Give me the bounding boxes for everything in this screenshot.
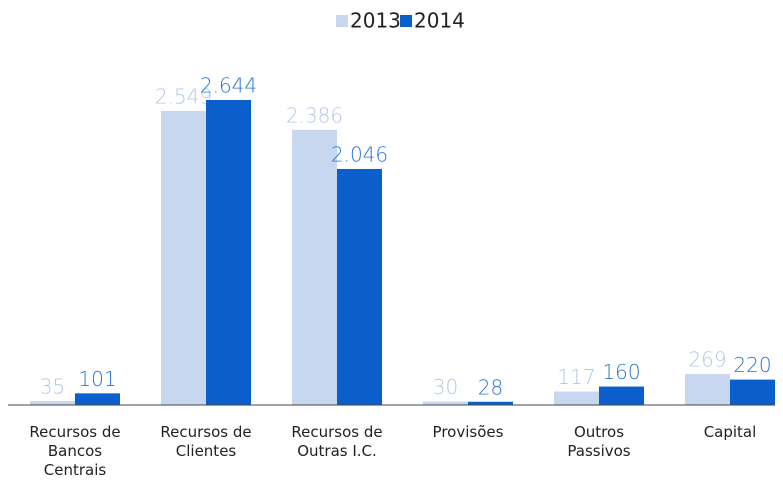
bar (161, 110, 206, 405)
legend-label: 2013 (350, 9, 401, 33)
bar (206, 100, 251, 405)
bar (468, 401, 513, 405)
value-label: 2.549 (155, 84, 212, 108)
value-label: 269 (688, 347, 726, 371)
value-label: 2.046 (331, 142, 388, 166)
bar (730, 379, 775, 405)
bar (423, 401, 468, 405)
bar (337, 168, 382, 405)
bar (30, 400, 75, 405)
x-tick-label: Recursos de Clientes (160, 423, 251, 460)
value-label: 28 (478, 375, 503, 399)
value-label: 35 (40, 374, 65, 398)
value-label: 101 (78, 367, 116, 391)
x-tick-label: Capital (704, 423, 757, 441)
bar (75, 393, 120, 405)
value-label: 2.644 (200, 74, 257, 98)
legend-swatch (336, 15, 348, 27)
bar (685, 373, 730, 405)
x-tick-label: Outros Passivos (567, 423, 630, 460)
bar (554, 391, 599, 405)
x-tick-label: Recursos de Outras I.C. (291, 423, 382, 460)
value-label: 30 (433, 375, 458, 399)
bar (292, 129, 337, 405)
legend-swatch (400, 15, 412, 27)
legend-label: 2014 (414, 9, 465, 33)
value-label: 220 (733, 353, 771, 377)
x-tick-label: Provisões (433, 423, 504, 441)
x-tick-label: Recursos de Bancos Centrais (29, 423, 120, 479)
bar (599, 386, 644, 405)
value-label: 2.386 (286, 103, 343, 127)
value-label: 117 (557, 365, 595, 389)
value-label: 160 (602, 360, 640, 384)
